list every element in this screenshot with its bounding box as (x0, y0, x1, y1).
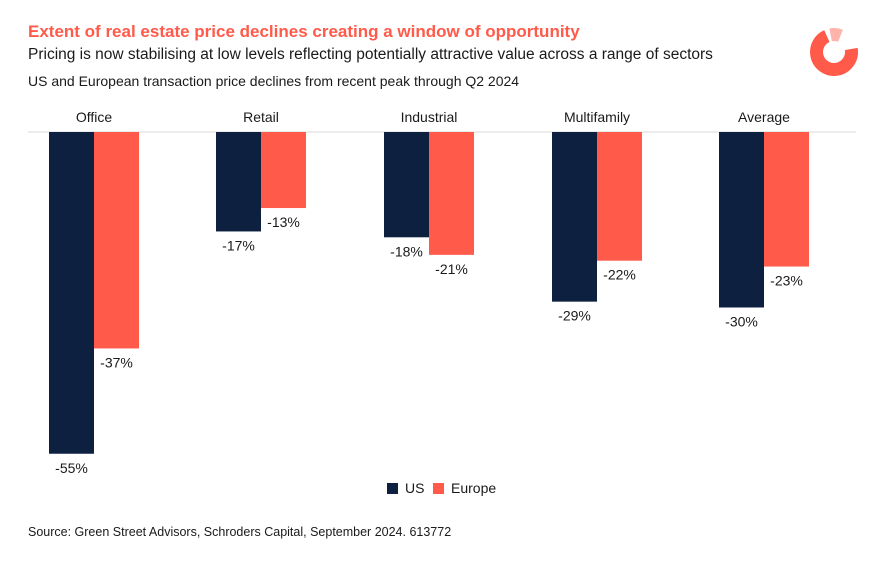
chart-title: Extent of real estate price declines cre… (28, 22, 580, 41)
data-label: -13% (267, 214, 300, 230)
legend-item-europe: Europe (433, 480, 496, 496)
bar-us (719, 132, 764, 308)
category-label: Average (738, 109, 790, 125)
brand-logo-icon (810, 28, 858, 76)
legend-swatch-us (387, 482, 398, 494)
data-label: -17% (222, 237, 255, 253)
category-label: Multifamily (564, 109, 630, 125)
category-label: Industrial (401, 109, 458, 125)
bar-europe (764, 132, 809, 267)
bar-europe (261, 132, 306, 209)
chart-subtitle: Pricing is now stabilising at low levels… (28, 46, 713, 63)
data-label: -30% (725, 314, 758, 330)
data-label: -23% (770, 273, 803, 289)
bar-us (49, 132, 94, 454)
legend-label-us: US (405, 480, 425, 496)
bar-europe (429, 132, 474, 255)
bar-us (384, 132, 429, 238)
bar-chart: Office -55% -37% Retail -17% -13% Industrial -1… (28, 109, 856, 476)
data-label: -18% (390, 243, 423, 259)
data-label: -37% (100, 354, 133, 370)
data-label: -29% (558, 308, 591, 324)
legend-swatch-europe (433, 482, 444, 494)
bar-us (552, 132, 597, 302)
bar-us (216, 132, 261, 232)
category-label: Office (76, 109, 113, 125)
data-label: -22% (603, 267, 636, 283)
category-label: Retail (243, 109, 279, 125)
legend-label-europe: Europe (451, 480, 497, 496)
bar-europe (94, 132, 139, 349)
data-label: -55% (55, 460, 88, 476)
source-note: Source: Green Street Advisors, Schroders… (28, 525, 452, 539)
chart-description: US and European transaction price declin… (28, 73, 520, 89)
chart-legend: US Europe (0, 480, 886, 498)
legend-item-us: US (387, 480, 424, 496)
data-label: -21% (435, 261, 468, 277)
bar-europe (597, 132, 642, 261)
